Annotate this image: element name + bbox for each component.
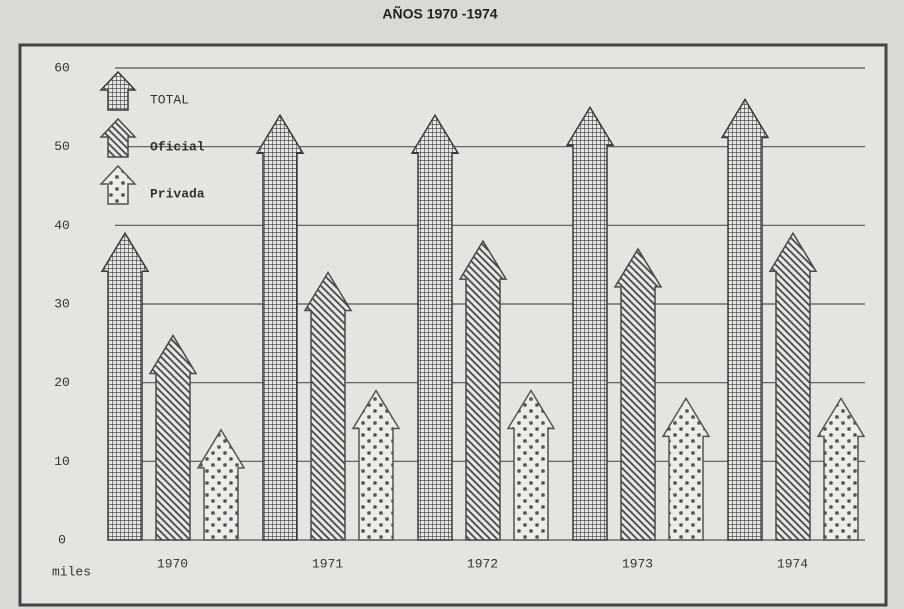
- y-tick-label: 50: [54, 139, 70, 154]
- y-tick-label: 20: [54, 375, 70, 390]
- arrow-bar: [196, 428, 246, 541]
- arrow-bar: [816, 396, 866, 541]
- arrow-bar: [613, 247, 663, 541]
- x-tick-label: 1970: [157, 556, 188, 571]
- legend-label: Privada: [150, 186, 205, 201]
- y-tick-label: 0: [58, 532, 66, 547]
- arrow-bar: [351, 389, 401, 541]
- legend-label: Oficial: [150, 139, 205, 154]
- arrow-bar: [458, 239, 508, 541]
- arrow-bar: [255, 113, 305, 541]
- y-unit: miles: [52, 564, 91, 579]
- y-tick-label: 10: [54, 454, 70, 469]
- legend-swatch: [99, 164, 137, 205]
- y-tick-label: 30: [54, 296, 70, 311]
- x-tick-label: 1972: [467, 556, 498, 571]
- arrow-bar: [506, 389, 556, 541]
- x-tick-label: 1971: [312, 556, 343, 571]
- x-tick-label: 1974: [777, 556, 808, 571]
- arrow-bar: [661, 396, 711, 541]
- arrow-bar: [565, 105, 615, 541]
- legend-label: TOTAL: [150, 92, 189, 107]
- arrow-bar: [148, 334, 198, 541]
- arrow-bar: [720, 98, 770, 541]
- arrow-bar: [768, 231, 818, 541]
- legend-swatch: [99, 70, 137, 111]
- y-tick-label: 40: [54, 218, 70, 233]
- arrow-bar: [410, 113, 460, 541]
- arrow-bar: [303, 271, 353, 541]
- chart-title: AÑOS 1970 -1974: [382, 5, 497, 22]
- arrow-bar: [100, 231, 150, 541]
- legend-swatch: [99, 117, 137, 158]
- x-tick-label: 1973: [622, 556, 653, 571]
- y-tick-label: 60: [54, 60, 70, 75]
